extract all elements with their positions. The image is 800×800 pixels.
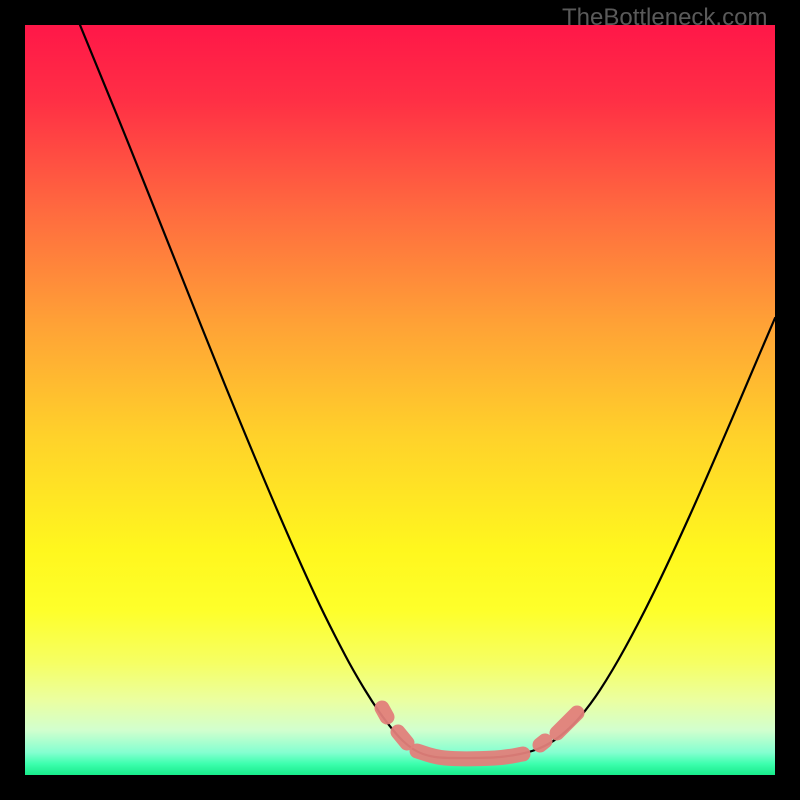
watermark-text: TheBottleneck.com <box>562 4 767 32</box>
ring-segment-0 <box>382 708 387 717</box>
ring-segment-2 <box>417 751 523 759</box>
ring-segment-3 <box>540 741 545 745</box>
ring-segment-4 <box>557 713 577 733</box>
bottleneck-curve-svg <box>25 25 775 775</box>
curve-left <box>80 25 450 758</box>
curve-right <box>450 318 775 758</box>
plot-area <box>25 25 775 775</box>
ring-segment-1 <box>398 732 407 743</box>
